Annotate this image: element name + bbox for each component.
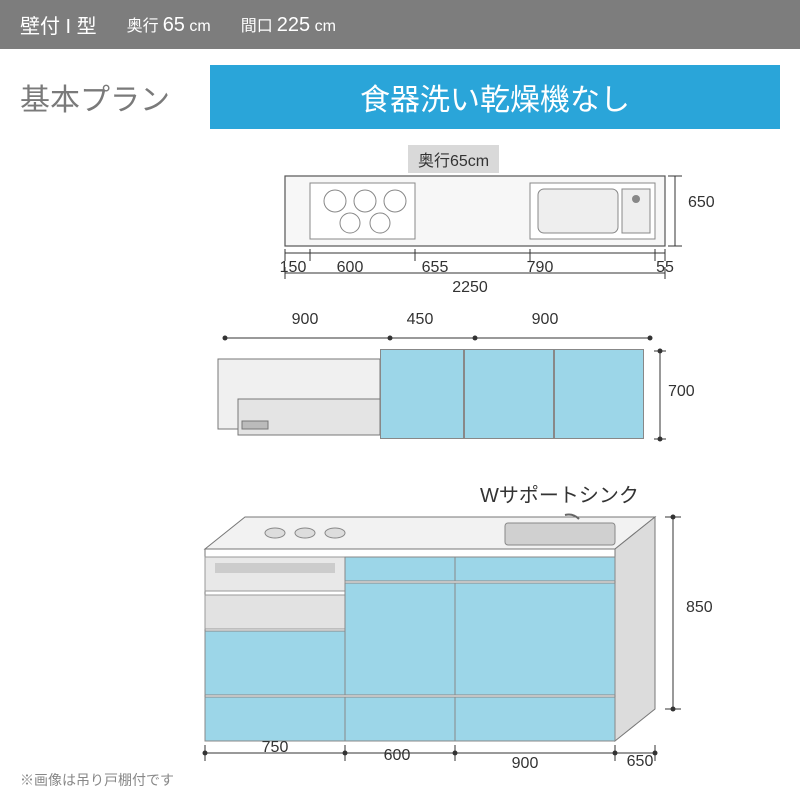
lower-w-2: 900 [485, 755, 565, 773]
lower-w-1: 600 [362, 747, 432, 765]
upper-cab-1 [464, 349, 554, 439]
upper-w-1: 450 [380, 311, 460, 329]
upper-dim-line [220, 331, 660, 345]
depth-label: 奥行 [127, 18, 159, 35]
footnote: ※画像は吊り戸棚付です [20, 770, 174, 790]
title-row: 基本プラン 食器洗い乾燥機なし [0, 49, 800, 139]
topview-seg-3: 790 [510, 259, 570, 277]
width-unit: cm [315, 18, 336, 35]
diagram-area: 奥行65cm 650 150 600 655 790 55 [0, 139, 800, 779]
topview-height: 650 [688, 194, 715, 212]
lower-w-0: 750 [235, 739, 315, 757]
upper-cabinets [380, 349, 644, 439]
upper-height: 700 [668, 383, 695, 401]
upper-cab-2 [554, 349, 644, 439]
lower-height: 850 [686, 599, 713, 617]
feature-banner: 食器洗い乾燥機なし [210, 65, 780, 129]
upper-w-2: 900 [470, 311, 620, 329]
width-spec: 間口225 cm [241, 12, 336, 37]
topview-total: 2250 [430, 279, 510, 297]
width-value: 225 [277, 14, 310, 36]
header-bar: 壁付 I 型 奥行65 cm 間口225 cm [0, 0, 800, 49]
lower-unit-svg [195, 509, 705, 769]
sink-label: Wサポートシンク [480, 479, 639, 508]
topview-seg-1: 600 [320, 259, 380, 277]
topview-seg-2: 655 [405, 259, 465, 277]
depth-label-box: 奥行65cm [408, 145, 499, 173]
width-label: 間口 [241, 18, 273, 35]
topview-seg-4: 55 [650, 259, 680, 277]
type-label: 壁付 I 型 [20, 10, 97, 39]
upper-w-0: 900 [235, 311, 375, 329]
depth-unit: cm [189, 18, 210, 35]
depth-spec: 奥行65 cm [127, 12, 211, 37]
lower-depth: 650 [610, 753, 670, 771]
plan-title: 基本プラン [20, 75, 170, 119]
topview-seg-0: 150 [278, 259, 308, 277]
upper-cab-0 [380, 349, 464, 439]
depth-value: 65 [163, 14, 185, 36]
hood-svg [208, 349, 388, 459]
